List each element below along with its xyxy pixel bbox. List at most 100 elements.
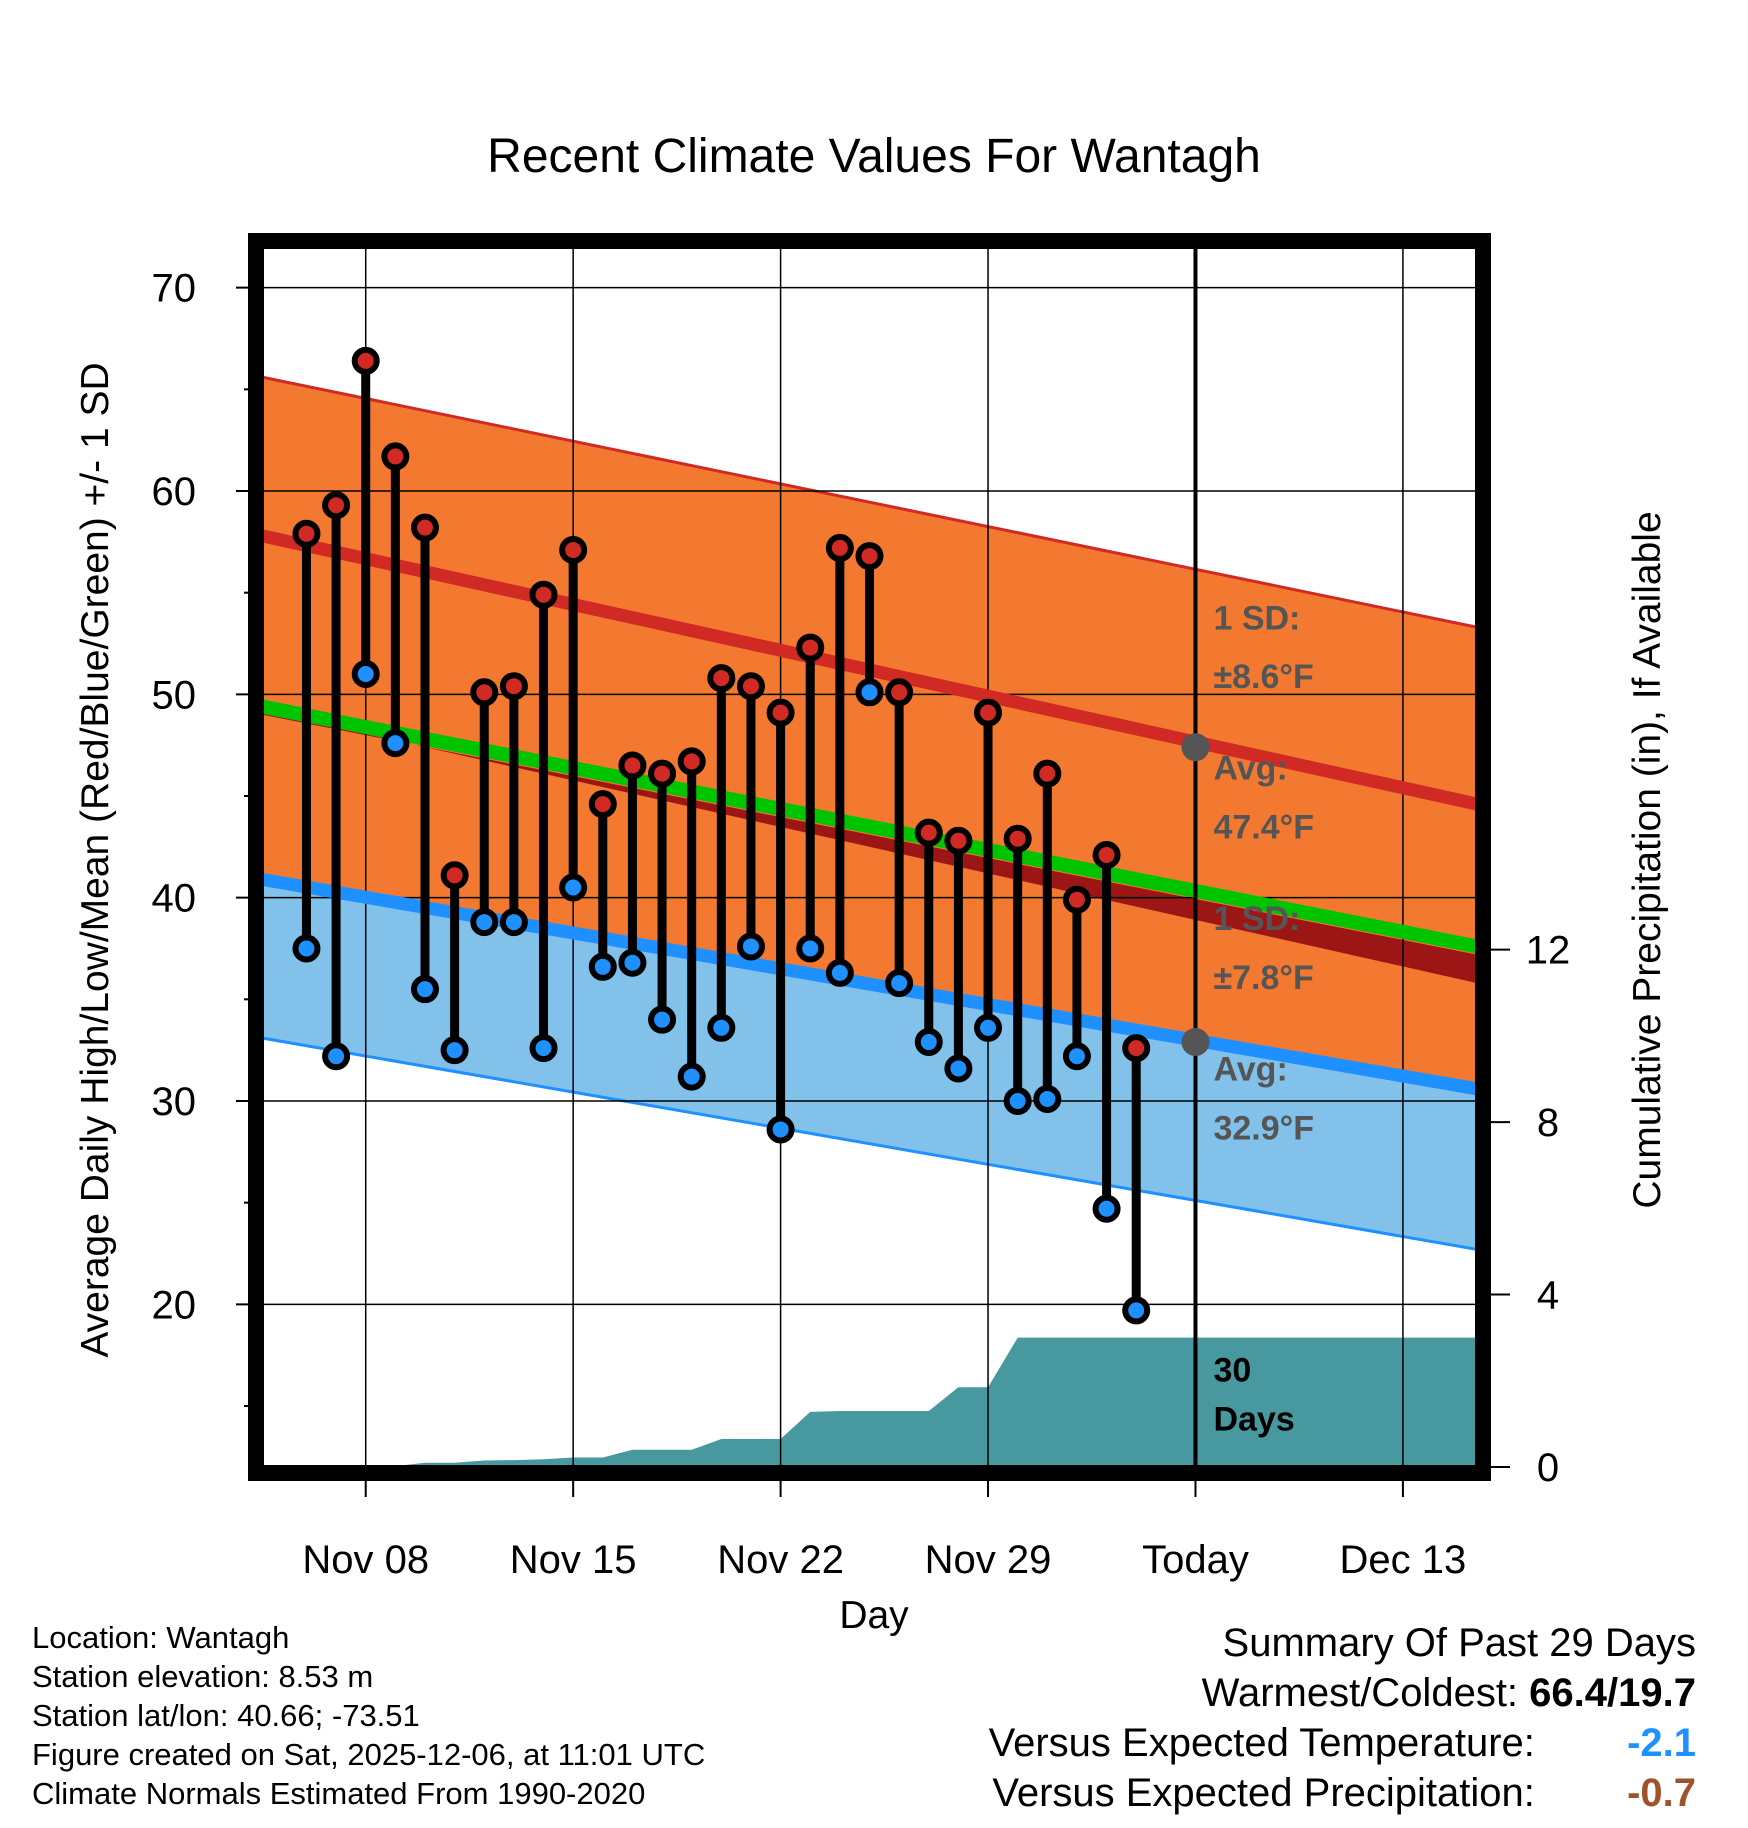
daily-low-marker [944, 1054, 973, 1083]
x-tick-label: Dec 13 [1340, 1538, 1467, 1582]
normal-mean-line [260, 699, 1479, 954]
daily-low-marker [1033, 1084, 1062, 1113]
overlap-band [262, 710, 1477, 984]
low-avg-label: Avg: [1213, 1051, 1287, 1089]
days-count-label: 30 [1213, 1352, 1251, 1390]
climate-normals: Climate Normals Estimated From 1990-2020 [32, 1776, 646, 1811]
precip-departure-value: -0.7 [1627, 1771, 1696, 1815]
daily-low-marker [736, 932, 765, 961]
days-unit-label: Days [1213, 1400, 1294, 1438]
daily-high-marker [707, 664, 736, 693]
daily-high-marker [885, 678, 914, 707]
daily-high-marker [292, 519, 321, 548]
y-tick-label: 20 [152, 1283, 197, 1327]
daily-low-marker [351, 660, 380, 688]
daily-high-marker [322, 491, 351, 520]
daily-low-marker [766, 1115, 795, 1144]
low-lower-edge [261, 1036, 1478, 1251]
x-tick-label: Nov 22 [717, 1538, 844, 1582]
high-lower-band [262, 535, 1477, 1089]
daily-high-marker [855, 542, 884, 571]
daily-high-marker [1122, 1034, 1151, 1063]
daily-high-marker [736, 672, 765, 701]
daily-low-marker [410, 975, 439, 1004]
daily-high-marker [618, 751, 647, 780]
low-sd-value: ±7.8°F [1213, 959, 1313, 997]
daily-high-marker [677, 747, 706, 776]
daily-low-marker [1003, 1087, 1032, 1115]
plot-frame [248, 233, 1491, 1481]
daily-low-marker [529, 1034, 558, 1063]
daily-high-marker [796, 633, 825, 662]
high-avg-value: 47.4°F [1213, 809, 1314, 847]
temp-departure-label: Versus Expected Temperature: [988, 1721, 1535, 1765]
daily-low-marker [855, 678, 884, 707]
daily-low-marker [1062, 1042, 1091, 1071]
warmest-coldest-label: Warmest/Coldest: [1201, 1671, 1519, 1715]
daily-low-marker [618, 948, 647, 977]
daily-high-marker [410, 513, 439, 542]
y-tick-label: 60 [152, 470, 197, 514]
daily-high-marker [499, 672, 528, 701]
daily-low-marker [292, 934, 321, 963]
x-tick-label: Nov 29 [925, 1538, 1052, 1582]
daily-high-marker [588, 790, 617, 819]
summary-title: Summary Of Past 29 Days [1222, 1621, 1696, 1665]
daily-low-marker [440, 1036, 469, 1065]
station-latlon: Station lat/lon: 40.66; -73.51 [32, 1698, 420, 1733]
daily-high-marker [1003, 824, 1032, 853]
station-elevation: Station elevation: 8.53 m [32, 1659, 374, 1694]
daily-low-marker [677, 1062, 706, 1091]
daily-low-marker [796, 934, 825, 963]
y2-tick-label: 12 [1526, 929, 1571, 973]
daily-high-marker [1062, 885, 1091, 914]
daily-high-marker [648, 759, 677, 788]
daily-low-marker [1092, 1194, 1121, 1223]
today-avg-low-dot [1181, 1028, 1210, 1057]
low-sd-band [262, 879, 1477, 1250]
daily-low-marker [1122, 1296, 1151, 1325]
x-tick-label: Today [1142, 1538, 1249, 1582]
y2-tick-label: 4 [1537, 1274, 1559, 1318]
low-avg-value: 32.9°F [1213, 1110, 1314, 1148]
daily-low-marker [825, 958, 854, 987]
high-avg-label: Avg: [1213, 750, 1287, 788]
x-axis-label: Day [839, 1594, 909, 1637]
daily-high-marker [351, 346, 380, 375]
daily-high-marker [529, 580, 558, 609]
daily-high-marker [825, 533, 854, 562]
daily-low-marker [322, 1042, 351, 1071]
daily-low-marker [588, 952, 617, 981]
daily-high-marker [944, 826, 973, 855]
figure-created: Figure created on Sat, 2025-12-06, at 11… [32, 1737, 706, 1772]
daily-low-marker [914, 1028, 943, 1057]
high-sd-value: ±8.6°F [1213, 658, 1313, 696]
daily-low-marker [885, 969, 914, 998]
station-info: Location: Wantagh Station elevation: 8.5… [32, 1618, 705, 1813]
chart-title: Recent Climate Values For Wantagh [487, 130, 1261, 183]
station-location: Location: Wantagh [32, 1620, 290, 1655]
daily-low-marker [499, 908, 528, 937]
summary-panel: Summary Of Past 29 Days Warmest/Coldest:… [989, 1618, 1696, 1818]
precip-area [262, 1337, 1477, 1467]
daily-low-marker [470, 908, 499, 937]
y2-tick-label: 0 [1537, 1446, 1559, 1490]
daily-low-marker [707, 1013, 736, 1042]
y-tick-label: 30 [152, 1080, 197, 1124]
daily-low-marker [974, 1013, 1003, 1042]
daily-high-marker [470, 678, 499, 707]
x-tick-label: Nov 08 [302, 1538, 429, 1582]
y-tick-label: 70 [152, 267, 197, 311]
y2-axis-label: Cumulative Precipitation (in), If Availa… [1626, 511, 1669, 1208]
low-sd-label: 1 SD: [1213, 900, 1300, 938]
precip-departure-label: Versus Expected Precipitation: [992, 1771, 1535, 1815]
daily-high-marker [440, 861, 469, 890]
normal-low-line [260, 872, 1479, 1096]
daily-low-marker [559, 873, 588, 902]
daily-high-marker [766, 698, 795, 727]
warmest-coldest-value: 66.4/19.7 [1529, 1671, 1696, 1715]
daily-high-marker [974, 698, 1003, 727]
high-sd-label: 1 SD: [1213, 599, 1300, 637]
daily-high-marker [559, 535, 588, 564]
